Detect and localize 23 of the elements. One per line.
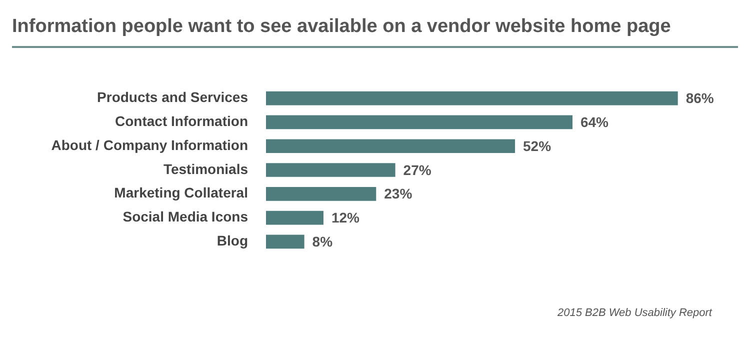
data-label: 27% bbox=[403, 162, 432, 178]
bar bbox=[266, 163, 396, 177]
y-tick-label: Contact Information bbox=[115, 113, 248, 130]
bar bbox=[266, 115, 572, 130]
bar bbox=[266, 234, 304, 249]
y-tick-label: Blog bbox=[216, 232, 248, 249]
bar bbox=[266, 139, 516, 154]
bar bbox=[266, 91, 678, 106]
bar bbox=[266, 210, 324, 225]
data-label: 52% bbox=[523, 138, 552, 154]
data-label: 64% bbox=[580, 114, 610, 130]
y-tick-label: Products and Services bbox=[97, 89, 248, 106]
text: 2015 B2B Web Usability Report bbox=[558, 307, 712, 319]
data-label: 12% bbox=[331, 210, 360, 226]
y-tick-label: Marketing Collateral bbox=[114, 184, 248, 201]
y-tick-label: Testimonials bbox=[163, 160, 248, 177]
bar bbox=[266, 186, 376, 201]
chart-title: Information people want to see available on a vendor website home page bbox=[12, 16, 671, 38]
y-tick-label: About / Company Information bbox=[51, 136, 248, 153]
data-label: 8% bbox=[312, 234, 334, 250]
data-label: 23% bbox=[384, 186, 413, 202]
data-label: 86% bbox=[686, 90, 714, 106]
y-tick-label: Social Media Icons bbox=[122, 208, 248, 225]
